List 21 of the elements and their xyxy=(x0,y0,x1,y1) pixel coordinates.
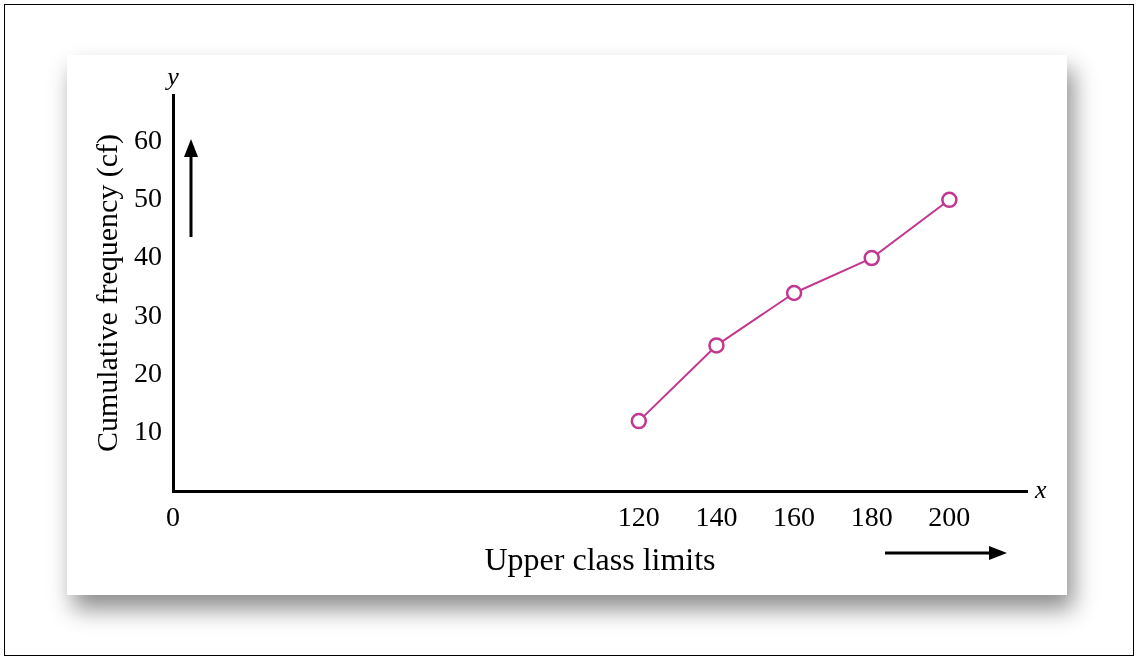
x-axis-title: Upper class limits xyxy=(484,541,716,578)
point xyxy=(630,412,648,430)
point xyxy=(785,284,803,302)
y-tick-label: 10 xyxy=(134,415,162,447)
y-tick-label: 30 xyxy=(134,298,162,330)
y-tick-label: 40 xyxy=(134,240,162,272)
y-axis-title: Cumulative frequency (cf) xyxy=(89,133,124,453)
y-tick-label: 20 xyxy=(134,356,162,388)
x-tick-label: 160 xyxy=(773,501,816,533)
point xyxy=(708,337,725,354)
point xyxy=(941,191,958,209)
text: x xyxy=(1034,474,1047,504)
y-tick-label: 60 xyxy=(134,123,162,155)
x-tick-label: 180 xyxy=(850,501,893,533)
x-tick-label: 120 xyxy=(617,501,660,533)
y-tick-label: 50 xyxy=(134,182,162,214)
x-tick-label: 200 xyxy=(928,501,971,533)
point xyxy=(863,249,880,267)
x-tick-label: 0 xyxy=(166,501,180,533)
text: y xyxy=(164,61,180,91)
x-tick-label: 140 xyxy=(695,501,738,533)
